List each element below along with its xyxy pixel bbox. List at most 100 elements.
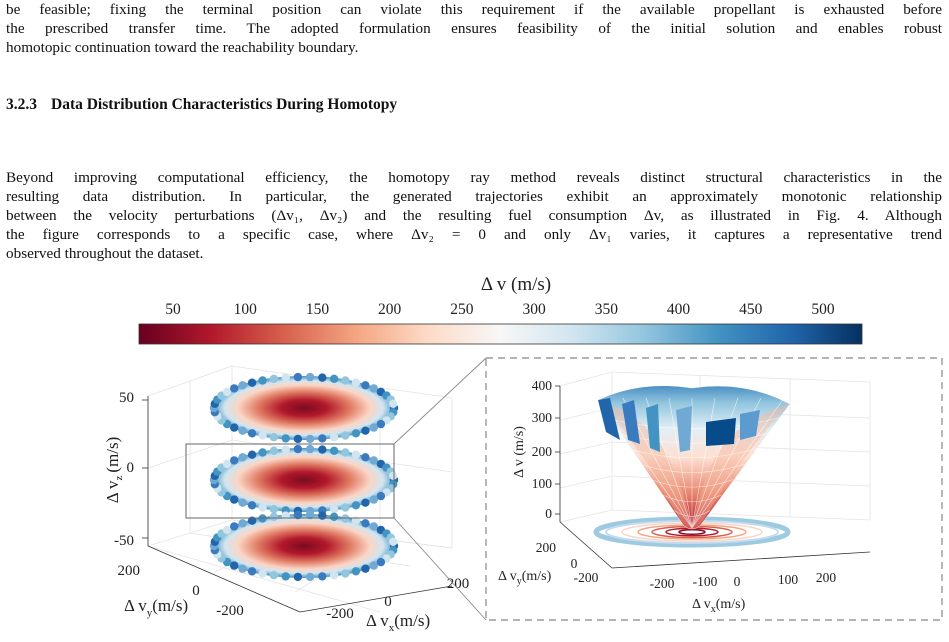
- rim-point: [369, 384, 378, 393]
- rim-point: [258, 431, 267, 440]
- rim-point: [217, 416, 226, 425]
- rim-point: [389, 471, 398, 480]
- rim-point: [351, 567, 361, 576]
- rim-point: [341, 376, 350, 385]
- rim-point: [305, 444, 315, 454]
- x-tick: -100: [693, 574, 718, 589]
- rim-point: [361, 519, 370, 528]
- rim-point: [230, 423, 239, 432]
- rim-point: [293, 572, 303, 582]
- rim-point: [230, 456, 239, 465]
- section-title: Data Distribution Characteristics During…: [51, 96, 398, 113]
- x-tick: 200: [816, 570, 837, 585]
- rim-point: [209, 541, 219, 551]
- rim-point: [230, 495, 239, 504]
- y-tick: -200: [216, 603, 244, 619]
- rim-point: [293, 506, 303, 516]
- rim-point: [247, 378, 257, 387]
- rim-point: [281, 506, 290, 515]
- rim-point: [213, 412, 222, 421]
- right-z-axis-label: Δ v (m/s): [512, 426, 527, 478]
- rim-point: [351, 378, 361, 387]
- left-tick-labels: 50 0 -50 200 0 -200 -200 0 200: [114, 390, 469, 622]
- colorbar-tick-label: 450: [739, 301, 763, 318]
- rim-point: [329, 433, 339, 442]
- mesh-line: [691, 397, 762, 529]
- rim-point: [217, 488, 226, 497]
- rim-point: [369, 423, 378, 432]
- rim-point: [281, 572, 290, 581]
- section-heading: 3.2.3 Data Distribution Characteristics D…: [6, 96, 397, 114]
- disk-rim-points: [209, 372, 399, 582]
- rim-point: [389, 399, 398, 408]
- rim-point: [389, 403, 399, 413]
- y-tick: 0: [571, 556, 578, 571]
- rim-point: [238, 564, 247, 573]
- rim-point: [329, 446, 339, 455]
- right-x-axis-label: Δ vx(m/s): [692, 597, 746, 615]
- rim-point: [210, 471, 219, 480]
- rim-point: [386, 550, 395, 559]
- x-tick: 200: [447, 576, 470, 592]
- text-line: homotopic continuation toward the reacha…: [6, 39, 359, 56]
- rim-point: [305, 510, 315, 520]
- rim-point: [213, 550, 222, 559]
- left-z-axis-label: Δ vz(m/s): [103, 437, 125, 504]
- mesh-line: [627, 448, 757, 459]
- rim-point: [329, 571, 339, 580]
- rim-point: [382, 488, 391, 497]
- rim-point: [269, 433, 279, 442]
- x-tick: 0: [734, 574, 741, 589]
- rim-point: [389, 541, 399, 551]
- section-number: 3.2.3: [6, 96, 37, 113]
- right-axes: [555, 385, 871, 569]
- rim-point: [341, 514, 350, 523]
- rim-point: [217, 554, 226, 563]
- zoom-connector-lines: [393, 357, 487, 621]
- rim-point: [351, 450, 361, 459]
- rim-point: [247, 450, 257, 459]
- rim-point: [247, 516, 257, 525]
- rim-point: [217, 391, 226, 400]
- rim-point: [238, 498, 247, 507]
- rim-point: [213, 484, 222, 493]
- rim-point: [213, 467, 222, 476]
- y-tick: 200: [118, 563, 141, 579]
- bowl-surface: [597, 385, 791, 530]
- left-side-pane: [231, 365, 453, 549]
- text-line: resulting data distribution. In particul…: [6, 188, 942, 205]
- z-tick: 100: [532, 476, 553, 491]
- paragraph-data-distribution: Beyond improving computational efficienc…: [6, 168, 942, 263]
- rim-point: [305, 372, 315, 382]
- svg-text:Δ vz(m/s): Δ vz(m/s): [103, 437, 125, 504]
- rim-point: [318, 511, 327, 520]
- left-back-pane: [147, 365, 233, 547]
- colorbar-bar: [138, 323, 863, 345]
- colorbar-tick-label: 50: [165, 301, 181, 318]
- rim-point: [318, 572, 327, 581]
- text-line: Beyond improving computational efficienc…: [6, 169, 942, 186]
- rim-point: [389, 480, 398, 489]
- z-tick: 400: [532, 378, 553, 393]
- rim-point: [269, 505, 279, 514]
- x-tick: 100: [778, 572, 799, 587]
- rim-point: [361, 426, 370, 435]
- rim-point: [217, 529, 226, 538]
- left-axes: [142, 396, 453, 613]
- text-line: the figure corresponds to a specific cas…: [6, 226, 942, 243]
- rim-point: [281, 511, 290, 520]
- x-tick: -200: [326, 606, 354, 622]
- rim-point: [382, 391, 391, 400]
- rim-point: [329, 505, 339, 514]
- rim-point: [318, 434, 327, 443]
- right-grid: [559, 371, 871, 523]
- rim-point: [293, 434, 303, 444]
- rim-point: [376, 491, 386, 501]
- rim-point: [369, 456, 378, 465]
- rim-point: [213, 395, 222, 404]
- rim-point: [382, 529, 391, 538]
- rim-point: [376, 459, 386, 469]
- disk-middle: [212, 448, 396, 512]
- colorbar-tick-label: 150: [306, 301, 330, 318]
- x-tick: 0: [384, 594, 392, 610]
